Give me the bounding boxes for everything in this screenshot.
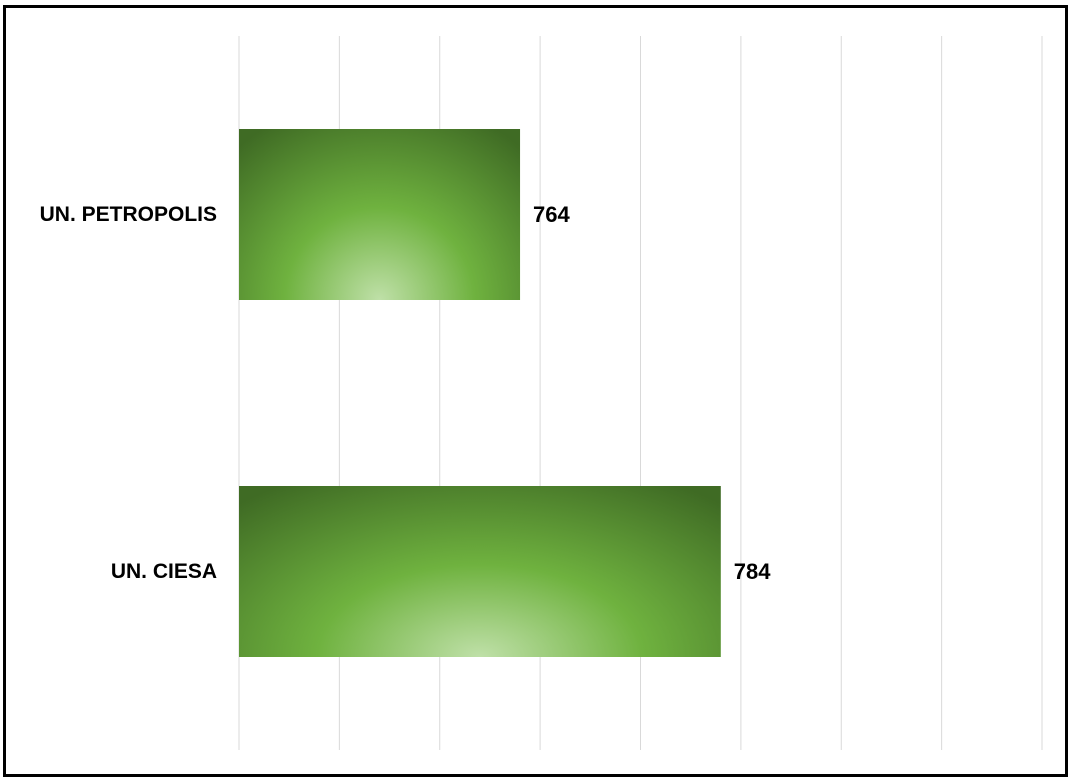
data-label: 764 (533, 202, 570, 227)
category-label: UN. PETROPOLIS (40, 203, 217, 226)
category-label: UN. CIESA (111, 560, 217, 583)
labels: UN. PETROPOLIS 764 UN. CIESA 784 (40, 202, 772, 584)
data-label: 784 (734, 559, 771, 584)
bar (239, 129, 521, 300)
bars (239, 129, 721, 657)
bar (239, 486, 721, 657)
